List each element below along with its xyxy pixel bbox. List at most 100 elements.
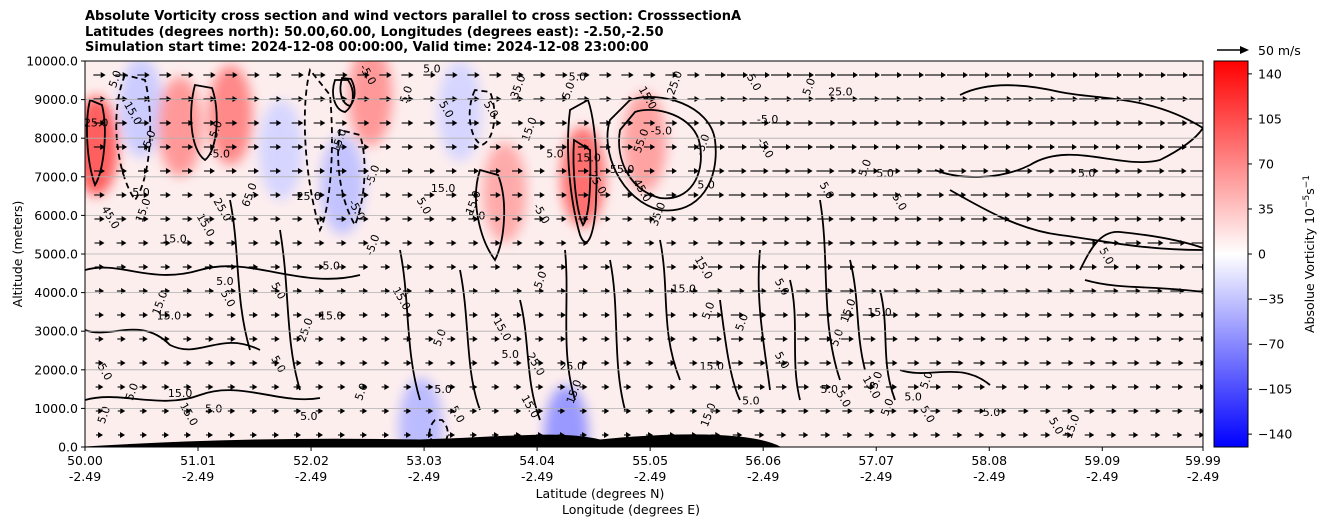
wind-vector <box>689 336 698 342</box>
wind-vector <box>270 240 281 246</box>
wind-vector <box>291 96 304 102</box>
wind-vector <box>885 336 898 342</box>
wind-vector <box>578 240 589 246</box>
wind-vector <box>205 408 214 414</box>
wind-vector <box>1106 408 1117 414</box>
wind-vector <box>489 72 502 78</box>
wind-vector <box>511 120 524 126</box>
wind-vector <box>271 432 280 438</box>
wind-vector <box>881 120 902 126</box>
x-tick-label-lon: -2.49 <box>1086 469 1118 484</box>
wind-vector <box>1172 432 1183 438</box>
wind-vector <box>248 216 259 222</box>
wind-vector <box>1014 144 1033 150</box>
wind-vector <box>973 336 986 342</box>
wind-vector <box>491 408 500 414</box>
wind-vector <box>1057 72 1078 78</box>
wind-vector <box>491 312 500 318</box>
wind-vector <box>445 144 458 150</box>
wind-vector <box>908 408 919 414</box>
wind-vector <box>578 168 589 174</box>
wind-vector <box>885 384 898 390</box>
wind-vector <box>819 360 832 366</box>
contour-label: 15.0 <box>699 360 724 373</box>
wind-vector <box>885 360 898 366</box>
wind-vector <box>293 336 302 342</box>
wind-vector <box>749 96 770 102</box>
wind-vector <box>1079 96 1100 102</box>
wind-vector <box>403 384 412 390</box>
wind-vector <box>1035 120 1056 126</box>
wind-vector <box>95 432 104 438</box>
wind-vector <box>205 384 214 390</box>
contour-label: 5.0 <box>300 410 318 423</box>
wind-vector <box>1083 384 1096 390</box>
wind-vector <box>666 216 677 222</box>
wind-vector <box>644 264 655 270</box>
wind-vector <box>533 72 546 78</box>
wind-vector <box>490 240 501 246</box>
wind-vector <box>925 96 946 102</box>
wind-vector <box>753 336 766 342</box>
wind-vector <box>423 72 436 78</box>
wind-vector <box>621 96 634 102</box>
wind-vector <box>137 72 150 78</box>
contour-label: 5.0 <box>502 348 520 361</box>
wind-vector <box>884 312 899 318</box>
wind-vector <box>445 120 458 126</box>
wind-vector <box>292 264 303 270</box>
wind-vector <box>380 240 391 246</box>
wind-vector <box>708 312 723 318</box>
wind-vector <box>1082 312 1097 318</box>
colorbar-tick-label: 0 <box>1258 247 1266 262</box>
wind-vector <box>1061 384 1074 390</box>
wind-vector <box>1169 264 1186 270</box>
wind-vector <box>468 192 479 198</box>
wind-vector <box>600 168 611 174</box>
wind-vector <box>776 432 787 438</box>
contour-label: 5.0 <box>820 383 838 396</box>
wind-vector <box>469 360 478 366</box>
wind-vector <box>1123 96 1144 102</box>
wind-vector <box>513 432 522 438</box>
wind-vector <box>447 408 456 414</box>
wind-vector <box>1059 264 1076 270</box>
wind-vector <box>116 168 127 174</box>
wind-vector <box>969 120 990 126</box>
colorbar-tick-label: −140 <box>1258 427 1292 442</box>
wind-vector <box>949 264 966 270</box>
contour-label: -5.0 <box>209 148 230 161</box>
wind-vector <box>379 144 392 150</box>
wind-vector <box>490 216 501 222</box>
wind-vector <box>513 360 522 366</box>
wind-vector <box>313 96 326 102</box>
wind-vector <box>159 96 172 102</box>
wind-vector <box>337 408 346 414</box>
wind-vector <box>116 192 127 198</box>
wind-vector <box>1015 240 1032 246</box>
wind-vector <box>859 96 880 102</box>
wind-vector <box>446 192 457 198</box>
wind-vector <box>139 432 148 438</box>
wind-vector <box>1146 168 1165 174</box>
wind-vector <box>727 96 748 102</box>
wind-vector <box>226 168 237 174</box>
wind-vector <box>1168 192 1187 198</box>
y-tick-label: 7000.0 <box>34 169 78 184</box>
wind-vector <box>181 96 194 102</box>
wind-vector <box>1040 432 1051 438</box>
wind-vector <box>579 408 588 414</box>
wind-vector <box>380 264 391 270</box>
wind-vector <box>183 312 192 318</box>
wind-vector <box>1145 96 1166 102</box>
wind-vector <box>1101 72 1122 78</box>
wind-vector <box>974 432 985 438</box>
wind-vector <box>357 120 370 126</box>
wind-vector <box>710 408 721 414</box>
wind-vector <box>139 408 148 414</box>
wind-vector <box>1017 384 1030 390</box>
wind-vector <box>535 360 544 366</box>
wind-vector <box>599 144 612 150</box>
wind-vector <box>1124 168 1143 174</box>
wind-vector <box>95 384 104 390</box>
